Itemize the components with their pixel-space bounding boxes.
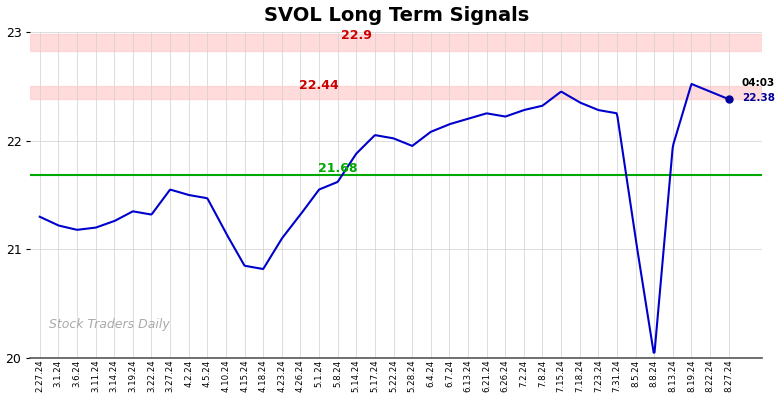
Text: 22.44: 22.44: [299, 79, 339, 92]
Text: 22.9: 22.9: [341, 29, 372, 42]
Text: 21.68: 21.68: [318, 162, 358, 175]
Title: SVOL Long Term Signals: SVOL Long Term Signals: [263, 6, 529, 25]
Text: 22.38: 22.38: [742, 94, 775, 103]
Text: 04:03: 04:03: [742, 78, 775, 88]
Bar: [31, 34, 762, 51]
Text: Stock Traders Daily: Stock Traders Daily: [49, 318, 170, 331]
Point: [722, 96, 735, 102]
Bar: [31, 86, 762, 99]
